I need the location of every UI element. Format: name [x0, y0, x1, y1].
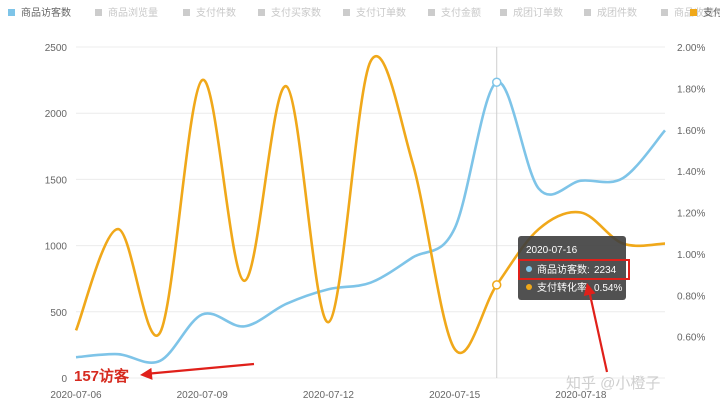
legend-label-7: 成团件数: [597, 6, 637, 19]
tooltip-value-conversion: 0.54%: [594, 283, 622, 294]
legend-swatch-9: [690, 9, 697, 16]
legend-label-1: 商品浏览量: [108, 6, 158, 19]
legend-swatch-0: [8, 9, 15, 16]
legend-label-2: 支付件数: [196, 6, 236, 19]
legend-swatch-8: [661, 9, 668, 16]
y-right-tick-1.00%: 1.00%: [677, 250, 705, 261]
legend-label-4: 支付订单数: [356, 6, 406, 19]
y-left-tick-500: 500: [50, 308, 67, 319]
legend-swatch-2: [183, 9, 190, 16]
legend-label-5: 支付金额: [441, 6, 481, 19]
y-left-tick-1500: 1500: [45, 175, 68, 186]
series-line-1: [74, 54, 666, 354]
y-right-tick-1.60%: 1.60%: [677, 126, 705, 137]
legend-label-3: 支付买家数: [271, 6, 321, 19]
legend-swatch-4: [343, 9, 350, 16]
y-right-tick-2.00%: 2.00%: [677, 43, 705, 54]
legend-swatch-1: [95, 9, 102, 16]
legend-label-6: 成团订单数: [513, 6, 563, 19]
y-right-tick-0.60%: 0.60%: [677, 333, 705, 344]
arrow-line-tooltip: [587, 289, 609, 373]
series-line-0: [75, 80, 666, 364]
tooltip-date: 2020-07-16: [526, 245, 578, 256]
point-s0-2020-07-16: [491, 77, 502, 87]
tooltip-dot-conversion: [526, 284, 532, 290]
tooltip-highlight-box: [518, 259, 630, 280]
tooltip: 2020-07-16 商品访客数: 2234 支付转化率: 0.54%: [518, 236, 630, 300]
legend-swatch-3: [258, 9, 265, 16]
arrows: [140, 283, 609, 380]
legend-label-0: 商品访客数: [21, 6, 71, 19]
arrow-head-tooltip: [583, 283, 596, 297]
x-tick-2020-07-18: 2020-07-18: [555, 390, 607, 401]
y-axis-right: 0.60% 0.80% 1.00% 1.20% 1.40% 1.60% 1.80% 2.00%: [677, 43, 705, 344]
x-tick-2020-07-12: 2020-07-12: [303, 390, 355, 401]
y-right-tick-1.80%: 1.80%: [677, 84, 705, 95]
watermark: 知乎 @小橙子: [566, 375, 660, 392]
arrow-line-annotation: [144, 362, 255, 376]
y-left-tick-2000: 2000: [45, 109, 68, 120]
arrow-head-annotation: [140, 367, 153, 380]
y-left-tick-1000: 1000: [45, 242, 68, 253]
legend-swatch-5: [428, 9, 435, 16]
x-tick-2020-07-06: 2020-07-06: [50, 390, 102, 401]
y-left-tick-2500: 2500: [45, 43, 68, 54]
legend: 商品访客数商品浏览量支付件数支付买家数支付订单数支付金额成团订单数成团件数商品收…: [8, 6, 720, 19]
tooltip-dot-visitors: [526, 266, 532, 272]
x-tick-2020-07-09: 2020-07-09: [177, 390, 229, 401]
tooltip-value-visitors: 2234: [594, 265, 617, 276]
tooltip-label-conversion: 支付转化率:: [537, 281, 590, 294]
legend-swatch-7: [584, 9, 591, 16]
legend-label-9: 支付转化率: [703, 6, 720, 19]
y-axis-left: 0 500 1000 1500 2000 2500: [45, 43, 68, 385]
y-right-tick-1.20%: 1.20%: [677, 209, 705, 220]
y-right-tick-0.80%: 0.80%: [677, 291, 705, 302]
y-right-tick-1.40%: 1.40%: [677, 167, 705, 178]
legend-swatch-6: [500, 9, 507, 16]
x-axis: 2020-07-06 2020-07-09 2020-07-12 2020-07-15…: [50, 390, 606, 401]
series-group: [74, 54, 666, 364]
y-left-tick-0: 0: [61, 374, 67, 385]
annotation-text: 157访客: [74, 367, 130, 385]
tooltip-bg: [518, 236, 626, 300]
tooltip-label-visitors: 商品访客数:: [537, 263, 590, 276]
x-tick-2020-07-15: 2020-07-15: [429, 390, 481, 401]
point-s1-2020-07-16: [491, 280, 502, 290]
